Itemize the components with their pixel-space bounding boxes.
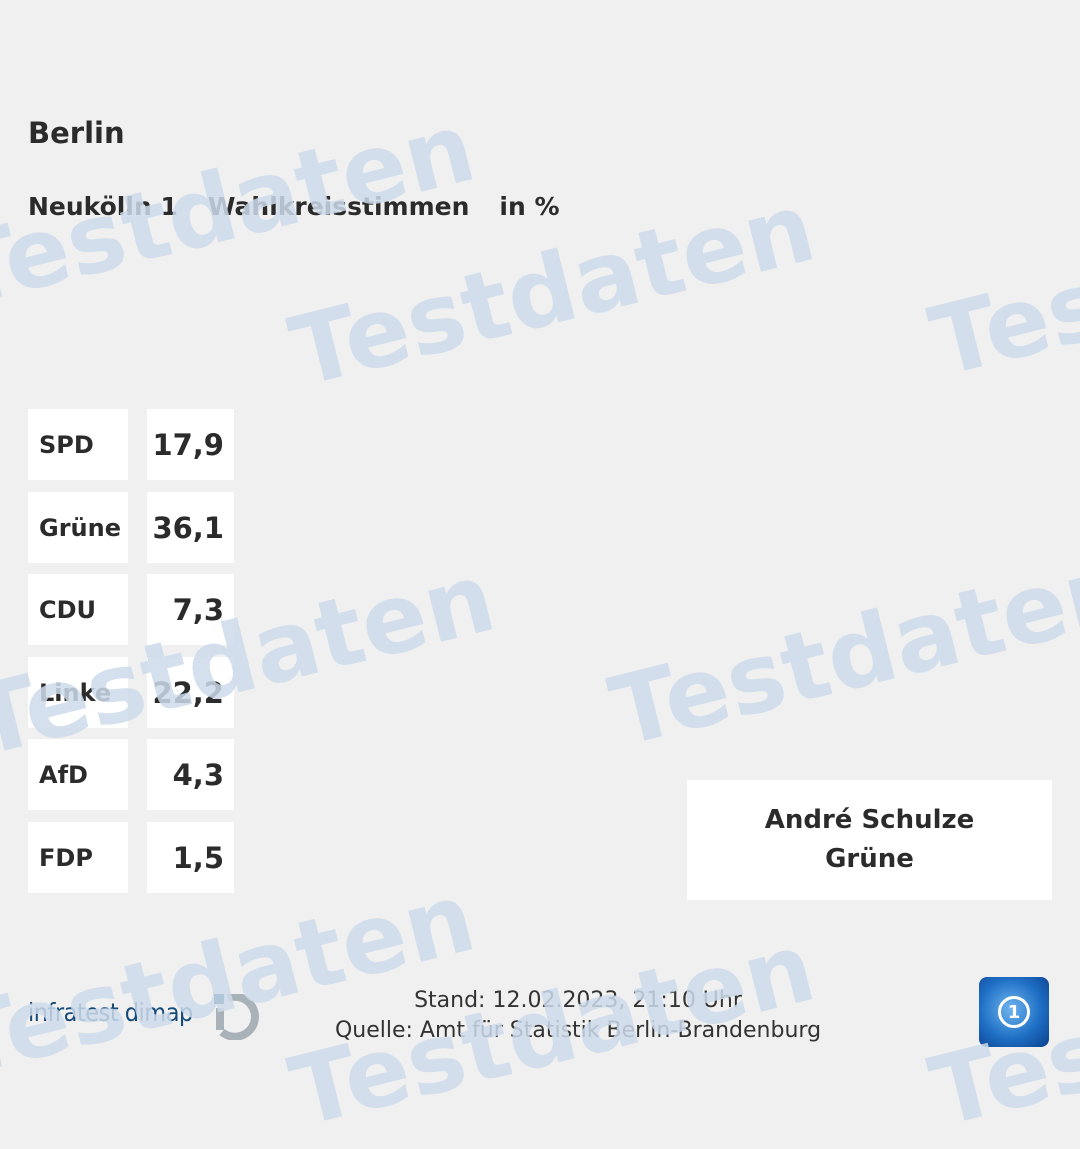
winner-name: André Schulze xyxy=(764,805,975,835)
party-value: 7,3 xyxy=(147,574,234,645)
tagesschau-logo-icon: 1 xyxy=(979,977,1049,1047)
party-name: FDP xyxy=(28,822,128,893)
infratest-dimap-logo-mark-icon xyxy=(214,994,259,1040)
subtitle: Neukölln 1 Wahlkreisstimmen in % xyxy=(28,192,560,221)
watermark: Testdaten xyxy=(600,530,1080,769)
infratest-dimap-logo: infratest dimap xyxy=(28,998,193,1027)
party-value: 17,9 xyxy=(147,409,234,480)
district-label: Neukölln 1 xyxy=(28,192,178,221)
vote-type-label: Wahlkreisstimmen xyxy=(207,192,470,221)
party-name: Grüne xyxy=(28,492,128,563)
footer-info: Stand: 12.02.2023, 21:10 Uhr Quelle: Amt… xyxy=(280,986,876,1046)
party-value: 1,5 xyxy=(147,822,234,893)
unit-label: in % xyxy=(499,192,560,221)
party-name: AfD xyxy=(28,739,128,810)
party-value: 22,2 xyxy=(147,657,234,728)
party-value: 36,1 xyxy=(147,492,234,563)
timestamp: Stand: 12.02.2023, 21:10 Uhr xyxy=(414,988,742,1013)
page-title: Berlin xyxy=(28,116,125,150)
party-name: CDU xyxy=(28,574,128,645)
watermark: Testdaten xyxy=(0,860,485,1099)
party-name: Linke xyxy=(28,657,128,728)
source: Quelle: Amt für Statistik Berlin-Branden… xyxy=(334,1018,822,1043)
party-value: 4,3 xyxy=(147,739,234,810)
winner-box: André Schulze Grüne xyxy=(687,780,1052,900)
party-name: SPD xyxy=(28,409,128,480)
winner-party: Grüne xyxy=(825,844,914,874)
watermark: Testdaten xyxy=(920,160,1080,399)
channel-one-icon: 1 xyxy=(998,996,1030,1028)
